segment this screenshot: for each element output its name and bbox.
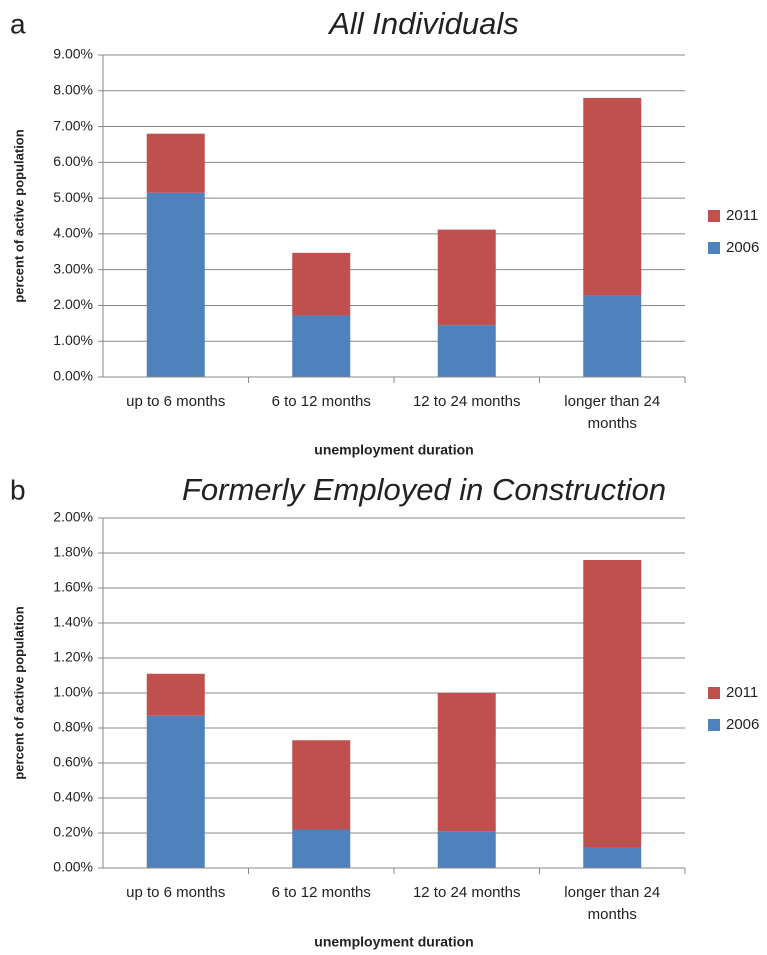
y-tick-label: 0.80%	[53, 719, 93, 735]
bar-segment	[437, 325, 496, 377]
y-tick-label: 1.20%	[53, 649, 93, 665]
y-tick-label: 1.00%	[53, 684, 93, 700]
x-tick-label: up to 6 months	[126, 884, 226, 901]
bar-segment	[437, 229, 496, 326]
bar-segment	[292, 252, 351, 316]
bar-segment	[146, 192, 205, 377]
bar-segment	[292, 829, 351, 868]
panel-label: b	[10, 474, 26, 505]
bar-segment	[146, 133, 205, 193]
legend-label: 2006	[726, 716, 759, 733]
legend-swatch	[708, 719, 720, 731]
y-tick-label: 9.00%	[53, 46, 93, 62]
y-tick-label: 0.20%	[53, 824, 93, 840]
panel-label: a	[10, 8, 26, 39]
x-tick-label: 12 to 24 months	[412, 884, 521, 901]
x-tick-label: up to 6 months	[126, 393, 226, 410]
y-tick-label: 0.00%	[53, 368, 93, 384]
x-tick-label: 12 to 24 months	[412, 393, 521, 410]
y-tick-label: 8.00%	[53, 81, 93, 97]
y-tick-label: 0.00%	[53, 859, 93, 875]
bar-segment	[146, 673, 205, 716]
y-axis-label: percent of active population	[11, 606, 26, 779]
y-tick-label: 0.40%	[53, 789, 93, 805]
x-tick-label: 6 to 12 months	[271, 884, 371, 901]
bar-segment	[437, 693, 496, 832]
legend-label: 2011	[726, 684, 758, 701]
chart-title: Formerly Employed in Construction	[182, 472, 666, 507]
y-tick-label: 0.60%	[53, 754, 93, 770]
legend-swatch	[708, 242, 720, 254]
legend-label: 2006	[726, 239, 759, 256]
bar-segment	[583, 560, 642, 847]
y-tick-label: 2.00%	[53, 509, 93, 525]
bar-segment	[583, 295, 642, 377]
bar-segment	[146, 715, 205, 868]
bar-segment	[437, 831, 496, 868]
y-axis-label: percent of active population	[11, 129, 26, 302]
y-tick-label: 3.00%	[53, 260, 93, 276]
bar-segment	[292, 315, 351, 377]
bar-segment	[583, 97, 642, 296]
x-axis-label: unemployment duration	[314, 934, 473, 950]
y-tick-label: 6.00%	[53, 153, 93, 169]
y-tick-label: 4.00%	[53, 225, 93, 241]
bar-segment	[292, 740, 351, 830]
x-tick-label: 6 to 12 months	[271, 393, 371, 410]
y-tick-label: 2.00%	[53, 296, 93, 312]
y-tick-label: 1.60%	[53, 579, 93, 595]
legend-label: 2011	[726, 207, 758, 224]
legend-swatch	[708, 210, 720, 222]
y-tick-label: 1.40%	[53, 614, 93, 630]
y-tick-label: 1.80%	[53, 544, 93, 560]
x-tick-label: longer than 24 months	[564, 884, 661, 923]
x-tick-label: longer than 24 months	[564, 393, 661, 432]
x-axis-label: unemployment duration	[314, 442, 473, 458]
chart-title: All Individuals	[327, 6, 519, 41]
y-tick-label: 5.00%	[53, 189, 93, 205]
y-tick-label: 1.00%	[53, 332, 93, 348]
bar-segment	[583, 847, 642, 868]
legend-swatch	[708, 687, 720, 699]
y-tick-label: 7.00%	[53, 117, 93, 133]
